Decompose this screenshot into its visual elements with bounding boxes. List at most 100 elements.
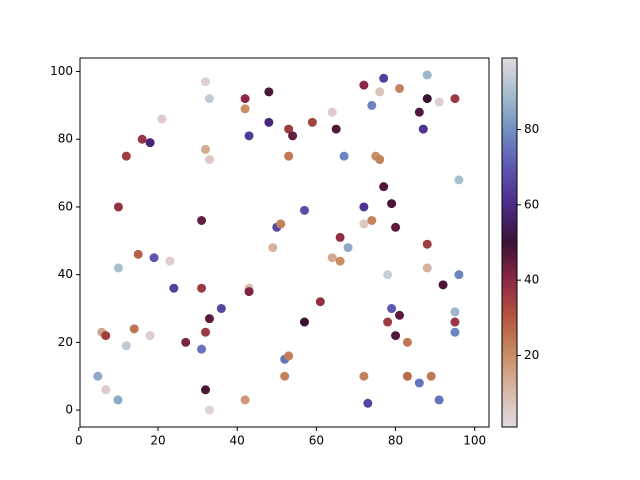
point [426, 371, 436, 381]
y-tick-label: 80 [58, 132, 73, 146]
point [264, 87, 274, 97]
point [395, 83, 405, 93]
point [197, 215, 207, 225]
point [454, 175, 464, 185]
point [367, 215, 377, 225]
y-tick-label: 20 [58, 335, 73, 349]
point [181, 337, 191, 347]
point [438, 280, 448, 290]
point [240, 104, 250, 114]
point [359, 202, 369, 212]
point [434, 395, 444, 405]
point [121, 341, 131, 351]
x-tick-label: 80 [388, 434, 403, 448]
point [276, 219, 286, 229]
point [197, 344, 207, 354]
point [113, 202, 123, 212]
point [268, 243, 278, 253]
x-tick-label: 20 [150, 434, 165, 448]
point [335, 256, 345, 266]
point [339, 151, 349, 161]
point [402, 337, 412, 347]
point [414, 378, 424, 388]
point [335, 232, 345, 242]
point [133, 249, 143, 259]
colorbar [501, 57, 518, 428]
point [375, 155, 385, 165]
point [418, 124, 428, 134]
point [101, 385, 111, 395]
point [280, 371, 290, 381]
point [284, 151, 294, 161]
x-tick-label: 100 [463, 434, 486, 448]
point [299, 317, 309, 327]
point [315, 297, 325, 307]
point [299, 205, 309, 215]
point [383, 270, 393, 280]
point [343, 243, 353, 253]
point [240, 94, 250, 104]
point [367, 100, 377, 110]
point [450, 94, 460, 104]
point [121, 151, 131, 161]
point [359, 219, 369, 229]
point [264, 117, 274, 127]
point [375, 87, 385, 97]
point [379, 73, 389, 83]
point [450, 317, 460, 327]
point [383, 317, 393, 327]
point [434, 97, 444, 107]
point [414, 107, 424, 117]
point [165, 256, 175, 266]
point [327, 107, 337, 117]
point [201, 77, 211, 87]
point [379, 182, 389, 192]
axes-frame [79, 57, 490, 428]
x-tick-label: 60 [309, 434, 324, 448]
x-tick-label: 40 [230, 434, 245, 448]
point [244, 131, 254, 141]
point [387, 199, 397, 209]
y-tick-label: 0 [65, 403, 73, 417]
point [204, 314, 214, 324]
point [422, 70, 432, 80]
colorbar-tick-label: 20 [524, 348, 539, 362]
point [363, 398, 373, 408]
colorbar-tick-label: 80 [524, 122, 539, 136]
point [157, 114, 167, 124]
point [422, 94, 432, 104]
point [113, 395, 123, 405]
point [454, 270, 464, 280]
point [137, 134, 147, 144]
point [145, 138, 155, 148]
point [391, 331, 401, 341]
point [149, 253, 159, 263]
point [395, 310, 405, 320]
point [101, 331, 111, 341]
point [450, 327, 460, 337]
point [244, 287, 254, 297]
y-tick-label: 100 [50, 64, 73, 78]
point [402, 371, 412, 381]
colorbar-tick-label: 40 [524, 273, 539, 287]
point [450, 307, 460, 317]
point [197, 283, 207, 293]
point [327, 253, 337, 263]
point [204, 155, 214, 165]
point [240, 395, 250, 405]
point [145, 331, 155, 341]
point [387, 304, 397, 314]
point [201, 327, 211, 337]
point [391, 222, 401, 232]
point [204, 405, 214, 415]
point [201, 144, 211, 154]
point [204, 94, 214, 104]
point [359, 80, 369, 90]
point [129, 324, 139, 334]
point [359, 371, 369, 381]
point [113, 263, 123, 273]
point [422, 239, 432, 249]
colorbar-tick-label: 60 [524, 197, 539, 211]
point [93, 371, 103, 381]
